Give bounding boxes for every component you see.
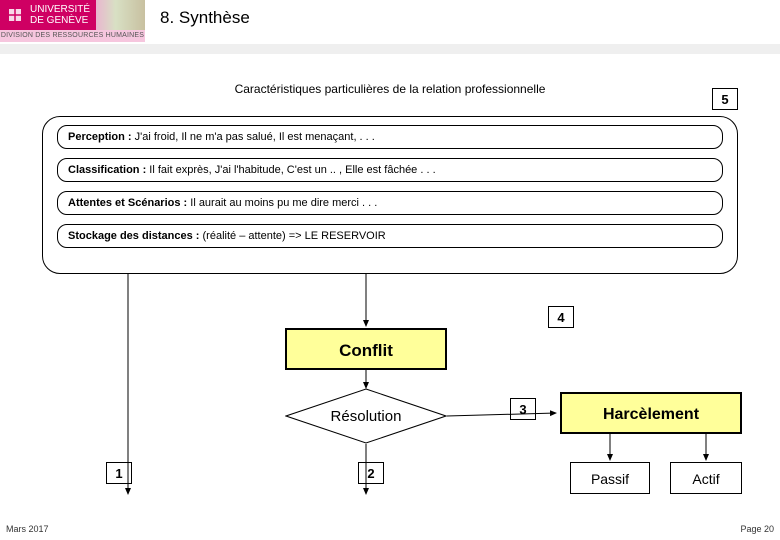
row-text: (réalité – attente) => LE RESERVOIR bbox=[199, 230, 385, 242]
row-text: J'ai froid, Il ne m'a pas salué, Il est … bbox=[132, 131, 375, 143]
row-label: Classification : bbox=[68, 164, 146, 176]
row-label: Attentes et Scénarios : bbox=[68, 197, 187, 209]
row-classification: Classification : Il fait exprès, J'ai l'… bbox=[57, 158, 723, 182]
row-label: Perception : bbox=[68, 131, 132, 143]
node-passif: Passif bbox=[570, 462, 650, 494]
crest-icon bbox=[6, 6, 24, 24]
badge-3: 3 bbox=[510, 398, 536, 420]
badge-1: 1 bbox=[106, 462, 132, 484]
badge-4: 4 bbox=[548, 306, 574, 328]
characteristics-container: Perception : J'ai froid, Il ne m'a pas s… bbox=[42, 116, 738, 274]
row-stockage: Stockage des distances : (réalité – atte… bbox=[57, 224, 723, 248]
row-text: Il fait exprès, J'ai l'habitude, C'est u… bbox=[146, 164, 435, 176]
row-attentes: Attentes et Scénarios : Il aurait au moi… bbox=[57, 191, 723, 215]
uni-line1: UNIVERSITÉ bbox=[30, 4, 90, 15]
row-text: Il aurait au moins pu me dire merci . . … bbox=[187, 197, 377, 209]
header-separator bbox=[0, 44, 780, 54]
node-conflit: Conflit bbox=[285, 328, 447, 370]
header: UNIVERSITÉ DE GENÈVE DIVISION DES RESSOU… bbox=[0, 0, 780, 44]
footer-date: Mars 2017 bbox=[6, 524, 49, 534]
node-actif: Actif bbox=[670, 462, 742, 494]
section-caption: Caractéristiques particulières de la rel… bbox=[0, 82, 780, 96]
resolution-label: Résolution bbox=[285, 388, 447, 444]
footer-page: Page 20 bbox=[740, 524, 774, 534]
badge-5: 5 bbox=[712, 88, 738, 110]
row-label: Stockage des distances : bbox=[68, 230, 199, 242]
badge-2: 2 bbox=[358, 462, 384, 484]
university-name: UNIVERSITÉ DE GENÈVE bbox=[30, 4, 90, 26]
page-title: 8. Synthèse bbox=[160, 8, 250, 28]
node-resolution: Résolution bbox=[285, 388, 447, 444]
division-label: DIVISION DES RESSOURCES HUMAINES bbox=[0, 30, 145, 42]
row-perception: Perception : J'ai froid, Il ne m'a pas s… bbox=[57, 125, 723, 149]
header-photo-strip bbox=[96, 0, 145, 30]
node-harcelement: Harcèlement bbox=[560, 392, 742, 434]
uni-line2: DE GENÈVE bbox=[30, 15, 88, 26]
